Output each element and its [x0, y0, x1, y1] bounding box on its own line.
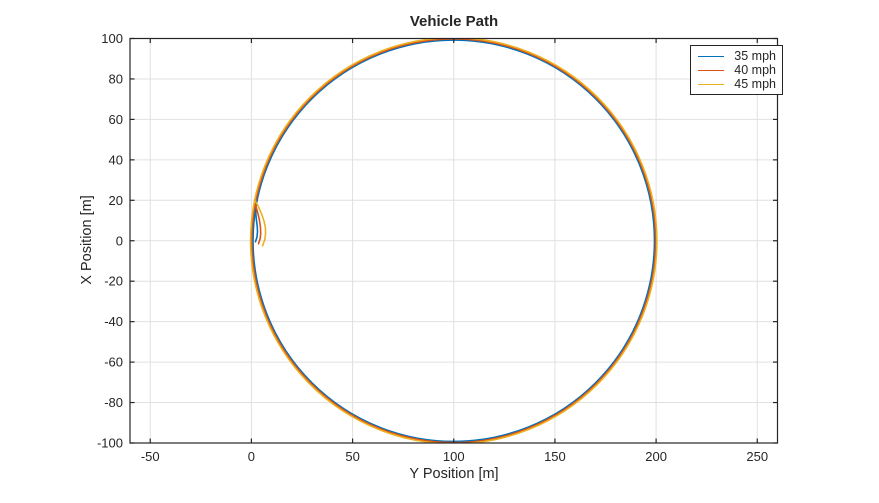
y-tick-label: 40: [109, 152, 123, 167]
series-circle-40-mph: [251, 38, 657, 443]
grid-lines: [130, 38, 778, 443]
y-tick-label: -20: [104, 274, 123, 289]
x-tick-label: 250: [746, 449, 768, 464]
legend-line-sample-45-mph: [698, 83, 724, 85]
legend-label: 35 mph: [734, 49, 776, 63]
legend-line-sample-35-mph: [698, 55, 724, 57]
y-tick-label: 60: [109, 112, 123, 127]
x-axis-label: Y Position [m]: [409, 466, 499, 482]
y-tick-label: 100: [101, 31, 123, 46]
series-circle-35-mph: [252, 39, 656, 443]
y-tick-label: -80: [104, 395, 123, 410]
y-tick-label: 20: [109, 193, 123, 208]
series-transient-35-mph: [254, 206, 259, 243]
x-tick-label: 100: [443, 449, 465, 464]
y-tick-label: 80: [109, 71, 123, 86]
series-circle-45-mph: [249, 38, 658, 443]
legend-item: 40 mph: [698, 63, 776, 77]
legend-label: 45 mph: [734, 77, 776, 91]
legend-line-sample-40-mph: [698, 69, 724, 71]
series-transient-40-mph: [254, 203, 262, 245]
x-tick-label: 0: [248, 449, 255, 464]
legend-item: 35 mph: [698, 49, 776, 63]
y-tick-label: -60: [104, 355, 123, 370]
y-axis-label-text: X Position [m]: [79, 195, 95, 285]
legend-label: 40 mph: [734, 63, 776, 77]
tick-marks: [130, 37, 778, 444]
legend-item: 45 mph: [698, 77, 776, 91]
chart-title: Vehicle Path: [409, 13, 499, 30]
x-tick-label: 200: [645, 449, 667, 464]
x-tick-label: 150: [544, 449, 566, 464]
tick-labels: -50 0 50 100 150 200 250 -100 -80 -60 -40 -20 0 20 40 6…: [97, 31, 768, 464]
x-tick-label: -50: [141, 449, 160, 464]
series-40-mph: [251, 38, 657, 443]
series-transient-45-mph: [253, 199, 267, 247]
series-45-mph: [249, 38, 658, 443]
series-group: [249, 38, 658, 443]
y-tick-label: 0: [116, 233, 123, 248]
y-tick-label: -100: [97, 436, 123, 451]
legend: 35 mph 40 mph 45 mph: [690, 45, 783, 95]
series-35-mph: [252, 39, 656, 443]
x-tick-label: 50: [345, 449, 359, 464]
y-tick-label: -40: [104, 314, 123, 329]
